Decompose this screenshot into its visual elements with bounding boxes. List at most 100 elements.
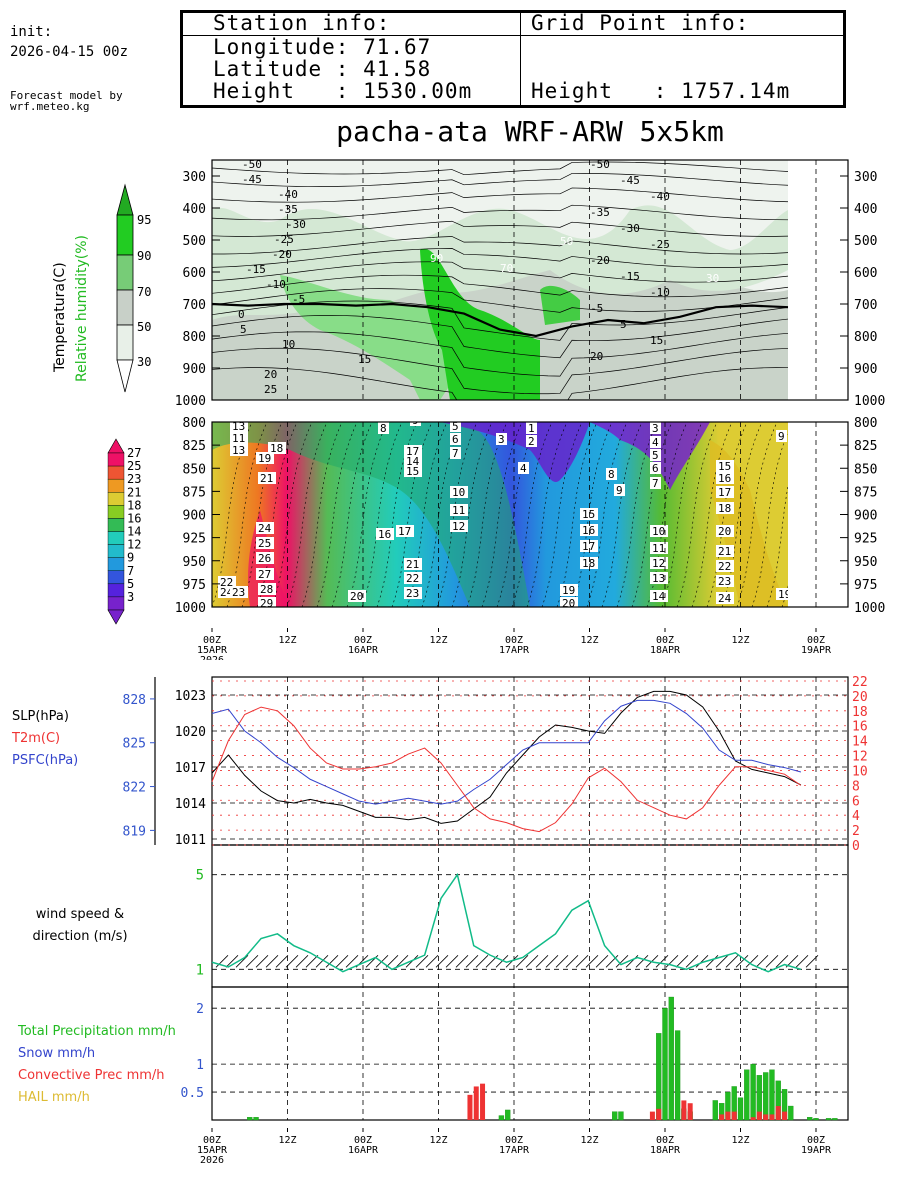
temp-contour-label: 22 <box>406 572 419 585</box>
wind-barb <box>265 955 279 968</box>
precip-bar <box>744 1069 750 1121</box>
temp-contour-label-box: 16 <box>376 528 394 541</box>
precip-bar <box>247 1117 253 1121</box>
pressure-label-left: 700 <box>183 298 206 313</box>
temp-contour-label: -35 <box>590 206 610 219</box>
temp-contour-label-box: 18 <box>580 557 598 570</box>
temp-level-label-18: 18 <box>127 498 141 512</box>
temp-contour-label-box: 17 <box>396 525 414 538</box>
precip-bar <box>656 1108 662 1120</box>
temp-contour-line <box>212 220 789 237</box>
temp-contour-label: 7 <box>652 477 659 490</box>
temp-contour-label-box: 28 <box>258 583 276 596</box>
temp-contour-line <box>212 248 789 268</box>
t2m-tick-label: 20 <box>852 690 868 705</box>
temp-bin-14 <box>107 531 125 545</box>
slp-tick-label: 1017 <box>175 761 206 776</box>
wind-barb <box>305 955 319 968</box>
temp-contour-line <box>481 422 523 607</box>
temp-level-label-3: 3 <box>127 590 134 604</box>
precip-bar <box>480 1083 486 1120</box>
precip-tick-label: 2 <box>196 1002 204 1017</box>
time-tick-label: 00Z <box>505 635 523 646</box>
pressure-label-right: 600 <box>854 266 877 281</box>
temp-contour-label-box: 14 <box>650 590 668 603</box>
precip-bar <box>813 1118 819 1121</box>
temp-contour-label: -20 <box>272 248 292 261</box>
rh-bin-50 <box>116 324 134 361</box>
temp-contour-label-box: 15 <box>580 508 598 521</box>
temp-contour-line <box>661 422 703 607</box>
precip-tick-label: 0.5 <box>181 1086 204 1101</box>
temp-contour-label: 13 <box>232 444 245 457</box>
wind-barb <box>695 955 709 968</box>
pressure-label-right: 975 <box>854 578 877 593</box>
init-label: init: <box>10 24 53 40</box>
rh-colorbar-top-arrow <box>116 183 134 216</box>
time-tick-label: 12Z <box>429 635 447 646</box>
pressure-label-left: 850 <box>183 462 206 477</box>
wind-barb <box>445 955 459 968</box>
temp-contour-line <box>361 422 403 607</box>
slp-panel-frame <box>211 676 849 846</box>
wind-barb <box>475 955 489 968</box>
temp-contour-label: 4 <box>652 436 659 449</box>
temp-contour-label: -25 <box>274 233 294 246</box>
rh-contour-label: 30 <box>706 272 719 285</box>
temp-colorbar-bottom-arrow <box>107 609 125 625</box>
temp-contour-label: 18 <box>718 502 731 515</box>
wind-barb <box>465 955 479 968</box>
wind-barb <box>605 955 619 968</box>
wind-speed-line <box>211 872 802 973</box>
wind-barb <box>525 955 539 968</box>
temp-contour-label-box: 7 <box>450 447 461 460</box>
precip-snow-label: Snow mm/h <box>18 1046 96 1061</box>
wind-barb <box>285 955 299 968</box>
temp-contour-label: 16 <box>582 524 595 537</box>
precip-bar <box>825 1118 832 1121</box>
temp-contour-label: 11 <box>232 432 245 445</box>
wind-barb <box>495 955 509 968</box>
temp-contour-line <box>212 288 789 313</box>
wind-barb <box>745 955 759 968</box>
temp-contour-line <box>212 274 789 298</box>
temp-contour-label: 26 <box>258 552 271 565</box>
wind-barb <box>385 955 399 968</box>
wind-barb <box>425 955 439 968</box>
temp-contour-label: 18 <box>270 442 283 455</box>
pressure-label-left: 875 <box>183 485 206 500</box>
precip-bar <box>618 1111 624 1121</box>
temp-contour-label-box: 11 <box>230 432 248 445</box>
temp-contour-label-box: 24 <box>256 522 274 535</box>
pressure-label-left: 800 <box>183 416 206 431</box>
temp-bin-23 <box>107 478 125 493</box>
rh-bin-70 <box>116 289 134 326</box>
precip-total-label: Total Precipitation mm/h <box>18 1024 176 1039</box>
date-tick-label: 15APR <box>197 645 228 656</box>
temp-contour-label-box: 27 <box>256 568 274 581</box>
wind-barb <box>225 955 239 968</box>
date-tick-label: 17APR <box>499 1145 530 1156</box>
pressure-label-left: 950 <box>183 555 206 570</box>
pressure-label-right: 875 <box>854 485 877 500</box>
time-tick-label: 00Z <box>354 635 372 646</box>
temp-contour-label: 17 <box>398 525 411 538</box>
slp-tick-label: 1020 <box>175 725 206 740</box>
precip-bar <box>788 1105 794 1121</box>
temp-level-label-23: 23 <box>127 472 141 486</box>
temp-contour-label-box: 23 <box>716 575 734 588</box>
temp-contour-label-box: 20 <box>348 590 366 603</box>
temp-contour-label: 19 <box>778 588 791 601</box>
temp-contour-label: 25 <box>264 383 277 396</box>
temp-contour-line <box>706 422 748 607</box>
temp-bin-21 <box>107 492 125 506</box>
temp-contour-label-box: 11 <box>650 542 668 555</box>
temp-contour-label: -10 <box>650 286 670 299</box>
wind-barb <box>775 955 789 968</box>
temp-contour-label: 16 <box>378 528 391 541</box>
temp-contour-label: -45 <box>620 174 640 187</box>
temp-contour-label-box: 16 <box>716 472 734 485</box>
temp-contour-label-box: 5 <box>650 449 661 462</box>
temp-contour-line <box>212 347 789 395</box>
temp-contour-line <box>511 422 553 607</box>
